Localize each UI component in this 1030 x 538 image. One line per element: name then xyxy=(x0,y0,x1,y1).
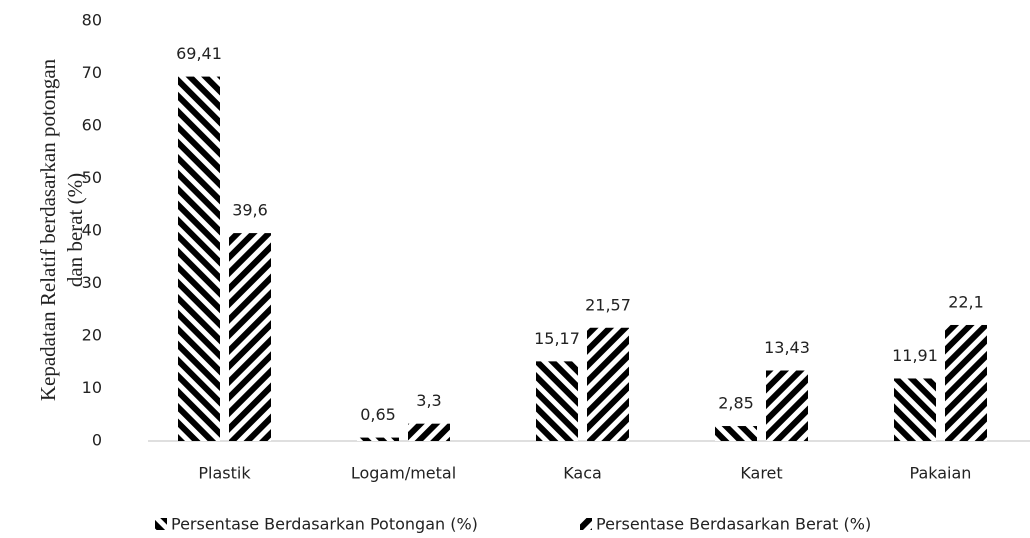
y-axis-label: Kepadatan Relatif berdasarkan potongan xyxy=(36,58,60,401)
bar xyxy=(229,233,271,441)
data-label: 3,3 xyxy=(416,391,441,410)
y-axis-label: dan berat (%) xyxy=(63,173,87,287)
bar xyxy=(894,378,936,441)
y-tick-label: 80 xyxy=(82,11,102,30)
data-label: 69,41 xyxy=(176,44,222,63)
bar xyxy=(178,76,220,441)
bar xyxy=(587,327,629,441)
data-label: 11,91 xyxy=(892,346,938,365)
legend-swatch xyxy=(155,518,167,530)
bar xyxy=(945,324,987,441)
y-tick-label: 40 xyxy=(82,221,102,240)
legend-swatch xyxy=(580,518,592,530)
x-tick-label: Plastik xyxy=(198,464,251,483)
bar xyxy=(715,426,757,441)
data-label: 22,1 xyxy=(948,292,984,311)
y-tick-label: 50 xyxy=(82,168,102,187)
y-tick-label: 0 xyxy=(92,431,102,450)
data-label: 2,85 xyxy=(718,394,754,413)
x-tick-label: Kaca xyxy=(563,464,602,483)
y-tick-label: 70 xyxy=(82,63,102,82)
bar xyxy=(766,370,808,441)
y-tick-label: 10 xyxy=(82,378,102,397)
bar xyxy=(536,361,578,441)
legend-label: Persentase Berdasarkan Potongan (%) xyxy=(171,515,478,534)
x-tick-label: Karet xyxy=(740,464,782,483)
legend-label: Persentase Berdasarkan Berat (%) xyxy=(596,515,871,534)
y-tick-label: 20 xyxy=(82,326,102,345)
y-tick-label: 60 xyxy=(82,116,102,135)
data-label: 15,17 xyxy=(534,329,580,348)
bar xyxy=(357,437,399,441)
data-label: 13,43 xyxy=(764,338,810,357)
data-label: 21,57 xyxy=(585,295,631,314)
x-tick-label: Logam/metal xyxy=(351,464,456,483)
data-label: 0,65 xyxy=(360,405,396,424)
bar xyxy=(408,423,450,441)
y-tick-label: 30 xyxy=(82,273,102,292)
data-label: 39,6 xyxy=(232,201,268,220)
x-tick-label: Pakaian xyxy=(910,464,972,483)
